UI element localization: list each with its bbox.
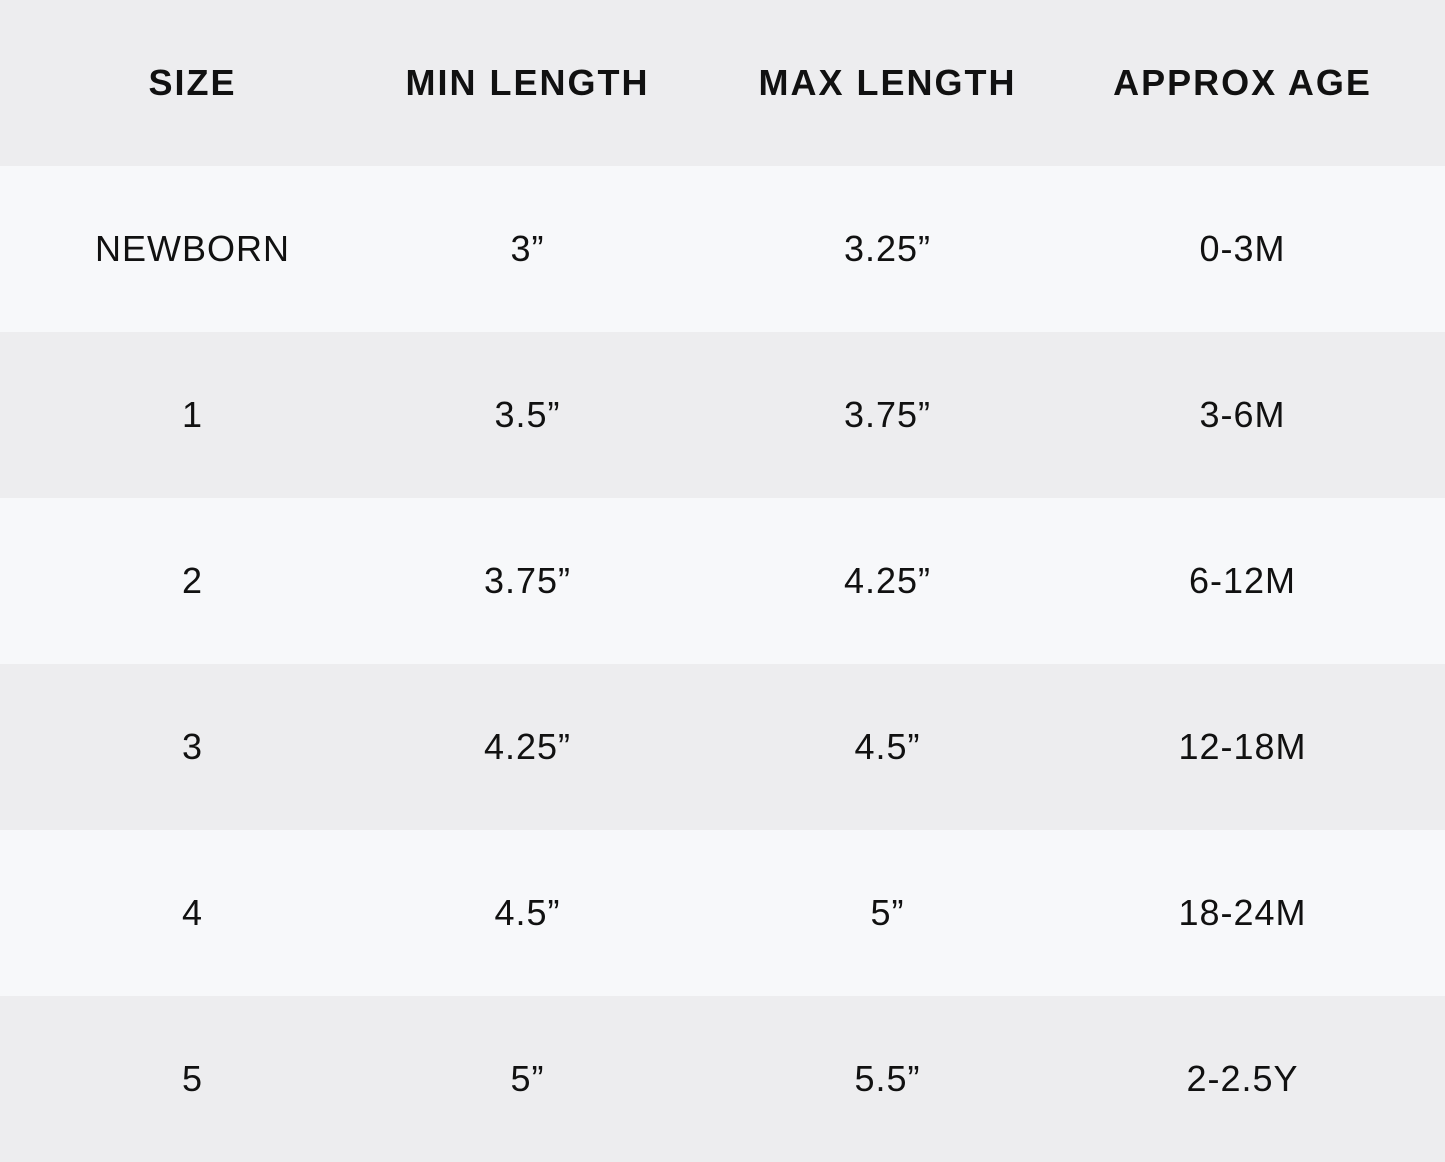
cell-size: NEWBORN (95, 228, 290, 269)
cell-size: 4 (181, 892, 204, 933)
table-row: 1 3.5” 3.75” 3-6M (0, 332, 1445, 498)
cell-size: 5 (181, 1058, 204, 1099)
table-header: SIZE MIN LENGTH MAX LENGTH APPROX AGE (0, 0, 1445, 166)
cell-approx-age: 3-6M (1199, 394, 1286, 435)
cell-max-length: 4.5” (854, 726, 921, 767)
cell-max-length: 4.25” (843, 560, 932, 601)
header-min-length: MIN LENGTH (405, 62, 650, 103)
table-row: NEWBORN 3” 3.25” 0-3M (0, 166, 1445, 332)
cell-min-length: 4.5” (494, 892, 561, 933)
cell-approx-age: 12-18M (1178, 726, 1307, 767)
cell-min-length: 3.5” (494, 394, 561, 435)
header-approx-age: APPROX AGE (1113, 62, 1372, 103)
table-row: 5 5” 5.5” 2-2.5Y (0, 996, 1445, 1162)
cell-max-length: 5.5” (854, 1058, 921, 1099)
cell-min-length: 4.25” (483, 726, 572, 767)
cell-min-length: 3.75” (483, 560, 572, 601)
cell-approx-age: 0-3M (1199, 228, 1286, 269)
cell-max-length: 5” (870, 892, 905, 933)
table-row: 4 4.5” 5” 18-24M (0, 830, 1445, 996)
cell-min-length: 3” (510, 228, 545, 269)
cell-size: 2 (181, 560, 204, 601)
header-max-length: MAX LENGTH (758, 62, 1017, 103)
cell-size: 3 (181, 726, 204, 767)
table-row: 3 4.25” 4.5” 12-18M (0, 664, 1445, 830)
cell-max-length: 3.25” (843, 228, 932, 269)
cell-size: 1 (181, 394, 204, 435)
cell-approx-age: 18-24M (1178, 892, 1307, 933)
cell-max-length: 3.75” (843, 394, 932, 435)
cell-min-length: 5” (510, 1058, 545, 1099)
cell-approx-age: 2-2.5Y (1186, 1058, 1299, 1099)
header-size: SIZE (148, 62, 237, 103)
cell-approx-age: 6-12M (1188, 560, 1297, 601)
table-row: 2 3.75” 4.25” 6-12M (0, 498, 1445, 664)
